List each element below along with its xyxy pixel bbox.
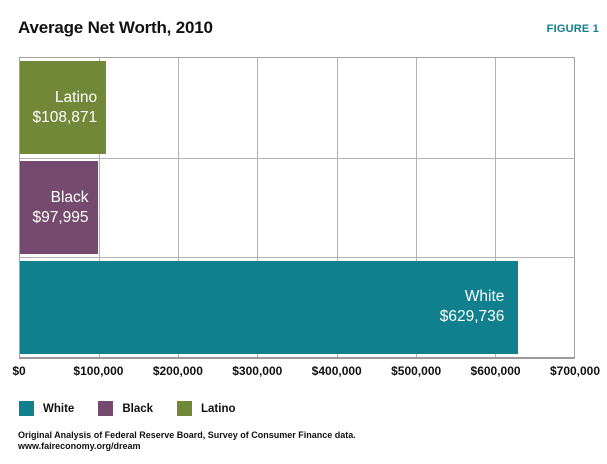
legend: White Black Latino (19, 401, 260, 416)
x-tick-label: $700,000 (549, 364, 601, 378)
legend-swatch-black (98, 401, 114, 416)
bar-latino: Latino $108,871 (20, 61, 107, 155)
legend-label: Latino (201, 402, 236, 415)
source-url: www.faireconomy.org/dream (18, 441, 141, 451)
plot-area: Latino $108,871 Black $97,995 White $629… (19, 57, 575, 359)
x-tick-label: $400,000 (311, 364, 362, 378)
bar-row-black: Black $97,995 (20, 158, 574, 258)
x-tick-label: $500,000 (391, 364, 442, 378)
x-tick-label: $300,000 (232, 364, 283, 378)
bar-black: Black $97,995 (20, 161, 98, 254)
x-axis: $0 $100,000 $200,000 $300,000 $400,000 $… (12, 364, 600, 380)
bar-row-latino: Latino $108,871 (20, 58, 574, 158)
gridline-vertical (178, 58, 180, 357)
gridline-vertical (257, 58, 259, 357)
bar-label: Latino (54, 88, 98, 106)
legend-item-latino: Latino (177, 401, 236, 416)
legend-item-white: White (19, 401, 74, 416)
gridline-vertical (494, 58, 496, 357)
page-title: Average Net Worth, 2010 (18, 18, 213, 37)
bar-value-label: $108,871 (32, 108, 98, 126)
legend-label: White (43, 402, 75, 415)
bar-white: White $629,736 (20, 260, 519, 354)
bar-rows: Latino $108,871 Black $97,995 White $629… (20, 58, 574, 357)
figure-label: FIGURE 1 (546, 23, 599, 35)
bar-value-label: $97,995 (32, 208, 89, 226)
gridline-vertical (336, 58, 338, 357)
x-tick-label: $200,000 (152, 364, 203, 378)
x-tick-label: $600,000 (470, 364, 521, 378)
legend-swatch-white (19, 401, 34, 416)
gridline-vertical (415, 58, 417, 357)
bar-label: White (464, 288, 505, 306)
legend-item-black: Black (98, 401, 153, 416)
gridline-horizontal (20, 157, 574, 159)
legend-label: Black (122, 402, 153, 415)
source-note: Original Analysis of Federal Reserve Boa… (18, 430, 356, 452)
bar-label: Black (50, 188, 89, 206)
legend-swatch-latino (177, 401, 192, 416)
gridline-horizontal (20, 257, 574, 259)
x-tick-label: $100,000 (73, 364, 124, 378)
x-tick-label: $0 (12, 364, 26, 378)
bar-value-label: $629,736 (439, 308, 505, 326)
source-line: Original Analysis of Federal Reserve Boa… (18, 430, 356, 440)
bar-row-white: White $629,736 (20, 257, 574, 357)
gridline-vertical (99, 58, 101, 357)
